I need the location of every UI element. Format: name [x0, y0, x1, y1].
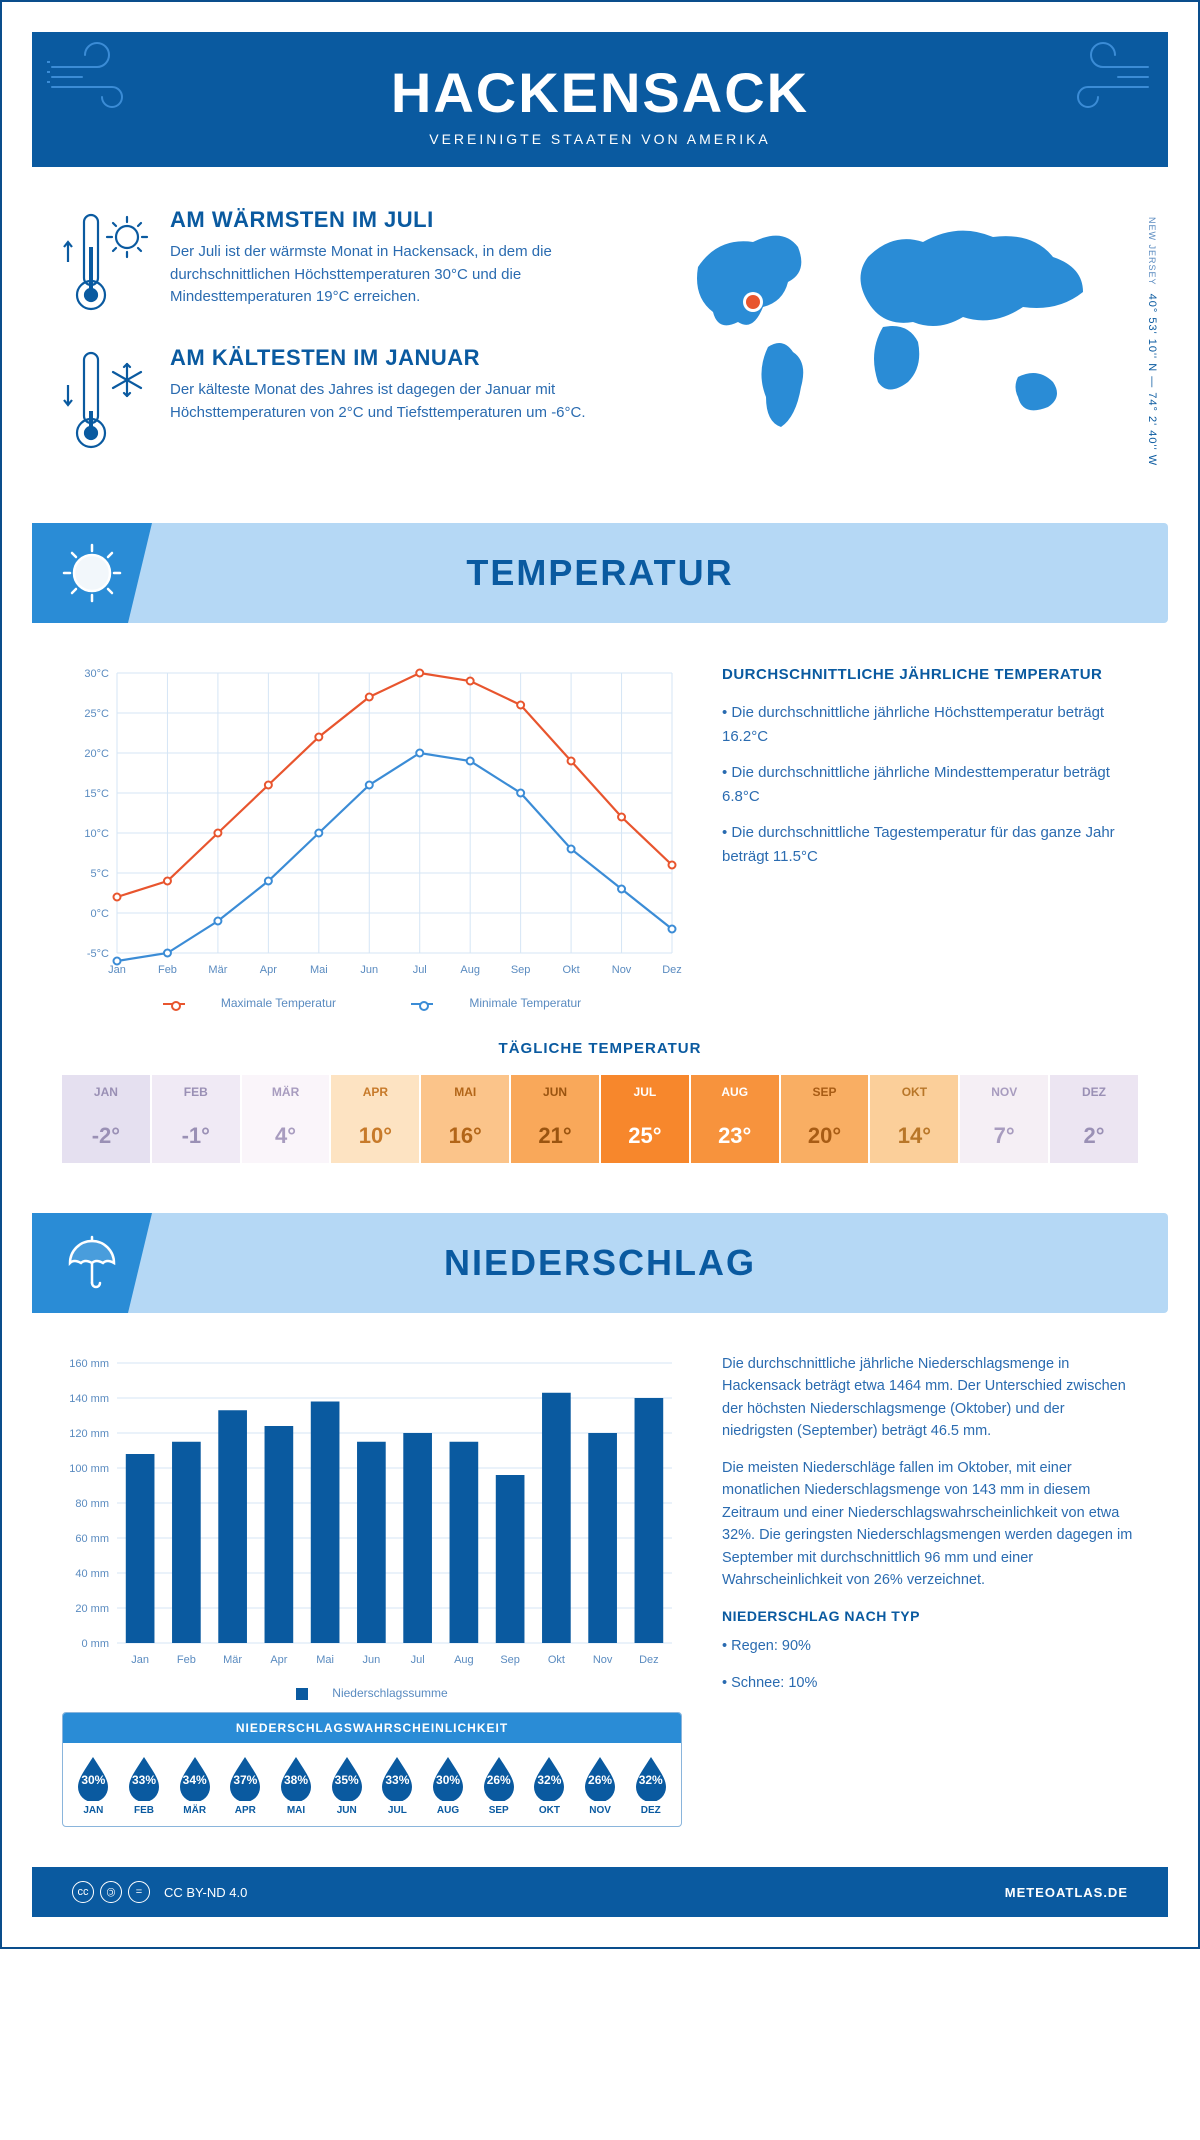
svg-text:Sep: Sep	[511, 964, 531, 976]
svg-text:25°C: 25°C	[84, 708, 109, 720]
svg-text:Jun: Jun	[360, 964, 378, 976]
page-header: HACKENSACK VEREINIGTE STAATEN VON AMERIK…	[32, 32, 1168, 167]
coordinates: NEW JERSEY 40° 53' 10'' N — 74° 2' 40'' …	[1146, 217, 1158, 466]
prob-cell: 38%MAI	[272, 1755, 321, 1816]
svg-text:140 mm: 140 mm	[69, 1393, 109, 1405]
svg-text:Aug: Aug	[454, 1654, 474, 1666]
svg-text:Jul: Jul	[411, 1654, 425, 1666]
daily-temperature-table: TÄGLICHE TEMPERATUR JAN-2°FEB-1°MÄR4°APR…	[2, 1030, 1198, 1203]
temperature-line-chart: -5°C 0°C 5°C 10°C 15°C 20°C 25°C 30°C Jan Feb Mär A…	[62, 663, 682, 1010]
temp-cell: JUL25°	[601, 1075, 691, 1163]
temp-cell: JUN21°	[511, 1075, 601, 1163]
svg-text:15°C: 15°C	[84, 788, 109, 800]
license-badge: cc🄯= CC BY-ND 4.0	[72, 1881, 247, 1903]
svg-text:Sep: Sep	[500, 1654, 520, 1666]
temp-cell: MÄR4°	[242, 1075, 332, 1163]
temp-cell: MAI16°	[421, 1075, 511, 1163]
precip-description: Die durchschnittliche jährliche Niedersc…	[722, 1353, 1138, 1827]
svg-text:80 mm: 80 mm	[75, 1498, 109, 1510]
svg-text:20°C: 20°C	[84, 748, 109, 760]
svg-text:20 mm: 20 mm	[75, 1603, 109, 1615]
svg-text:Apr: Apr	[270, 1654, 287, 1666]
svg-text:Mär: Mär	[208, 964, 227, 976]
cold-text: Der kälteste Monat des Jahres ist dagege…	[170, 379, 628, 424]
thermometer-snow-icon	[62, 345, 152, 455]
world-map: NEW JERSEY 40° 53' 10'' N — 74° 2' 40'' …	[668, 207, 1138, 483]
cold-title: AM KÄLTESTEN IM JANUAR	[170, 345, 628, 371]
temp-legend: Maximale Temperatur Minimale Temperatur	[62, 996, 682, 1010]
prob-cell: 32%OKT	[525, 1755, 574, 1816]
brand-label: METEOATLAS.DE	[1005, 1885, 1128, 1900]
svg-text:60 mm: 60 mm	[75, 1533, 109, 1545]
svg-text:Mär: Mär	[223, 1654, 242, 1666]
svg-text:Jan: Jan	[108, 964, 126, 976]
warm-title: AM WÄRMSTEN IM JULI	[170, 207, 628, 233]
svg-text:Feb: Feb	[177, 1654, 196, 1666]
temp-cell: AUG23°	[691, 1075, 781, 1163]
temperature-section-header: TEMPERATUR	[32, 523, 1168, 623]
svg-text:Jul: Jul	[413, 964, 427, 976]
warmest-block: AM WÄRMSTEN IM JULI Der Juli ist der wär…	[62, 207, 628, 317]
svg-text:5°C: 5°C	[91, 868, 110, 880]
svg-text:Aug: Aug	[460, 964, 480, 976]
prob-cell: 35%JUN	[322, 1755, 371, 1816]
svg-text:Okt: Okt	[548, 1654, 565, 1666]
page-title: HACKENSACK	[32, 60, 1168, 125]
prob-cell: 30%JAN	[69, 1755, 118, 1816]
prob-cell: 26%NOV	[576, 1755, 625, 1816]
precipitation-section-header: NIEDERSCHLAG	[32, 1213, 1168, 1313]
wind-icon	[1043, 42, 1153, 122]
sun-icon	[60, 541, 124, 605]
prob-cell: 26%SEP	[474, 1755, 523, 1816]
svg-text:Jun: Jun	[363, 1654, 381, 1666]
svg-text:Feb: Feb	[158, 964, 177, 976]
temp-cell: NOV7°	[960, 1075, 1050, 1163]
prob-cell: 30%AUG	[424, 1755, 473, 1816]
temp-cell: OKT14°	[870, 1075, 960, 1163]
page-footer: cc🄯= CC BY-ND 4.0 METEOATLAS.DE	[32, 1867, 1168, 1917]
svg-text:10°C: 10°C	[84, 828, 109, 840]
svg-text:0°C: 0°C	[91, 908, 110, 920]
prob-cell: 33%JUL	[373, 1755, 422, 1816]
svg-text:-5°C: -5°C	[87, 948, 109, 960]
svg-text:0 mm: 0 mm	[82, 1638, 110, 1650]
svg-text:Dez: Dez	[662, 964, 682, 976]
prob-cell: 32%DEZ	[626, 1755, 675, 1816]
temp-cell: APR10°	[331, 1075, 421, 1163]
svg-text:Nov: Nov	[612, 964, 632, 976]
temp-cell: DEZ2°	[1050, 1075, 1138, 1163]
precipitation-bar-chart: 0 mm 20 mm 40 mm 60 mm 80 mm 100 mm 120 mm 140 …	[62, 1353, 682, 1827]
svg-text:30°C: 30°C	[84, 668, 109, 680]
prob-cell: 33%FEB	[120, 1755, 169, 1816]
warm-text: Der Juli ist der wärmste Monat in Hacken…	[170, 241, 628, 309]
page-subtitle: VEREINIGTE STAATEN VON AMERIKA	[32, 131, 1168, 147]
temp-description: DURCHSCHNITTLICHE JÄHRLICHE TEMPERATUR •…	[722, 663, 1138, 1010]
wind-icon	[47, 42, 157, 122]
temp-cell: SEP20°	[781, 1075, 871, 1163]
svg-text:Mai: Mai	[310, 964, 328, 976]
svg-text:Mai: Mai	[316, 1654, 334, 1666]
svg-text:Okt: Okt	[563, 964, 580, 976]
svg-text:40 mm: 40 mm	[75, 1568, 109, 1580]
svg-text:Jan: Jan	[131, 1654, 149, 1666]
temp-cell: JAN-2°	[62, 1075, 152, 1163]
prob-cell: 37%APR	[221, 1755, 270, 1816]
precip-legend: Niederschlagssumme	[62, 1686, 682, 1700]
thermometer-sun-icon	[62, 207, 152, 317]
precipitation-probability: NIEDERSCHLAGSWAHRSCHEINLICHKEIT 30%JAN33…	[62, 1712, 682, 1827]
svg-text:160 mm: 160 mm	[69, 1358, 109, 1370]
temp-cell: FEB-1°	[152, 1075, 242, 1163]
svg-text:120 mm: 120 mm	[69, 1428, 109, 1440]
svg-text:Apr: Apr	[260, 964, 277, 976]
svg-text:Dez: Dez	[639, 1654, 659, 1666]
umbrella-icon	[62, 1233, 122, 1293]
svg-text:100 mm: 100 mm	[69, 1463, 109, 1475]
svg-text:Nov: Nov	[593, 1654, 613, 1666]
coldest-block: AM KÄLTESTEN IM JANUAR Der kälteste Mona…	[62, 345, 628, 455]
prob-cell: 34%MÄR	[170, 1755, 219, 1816]
